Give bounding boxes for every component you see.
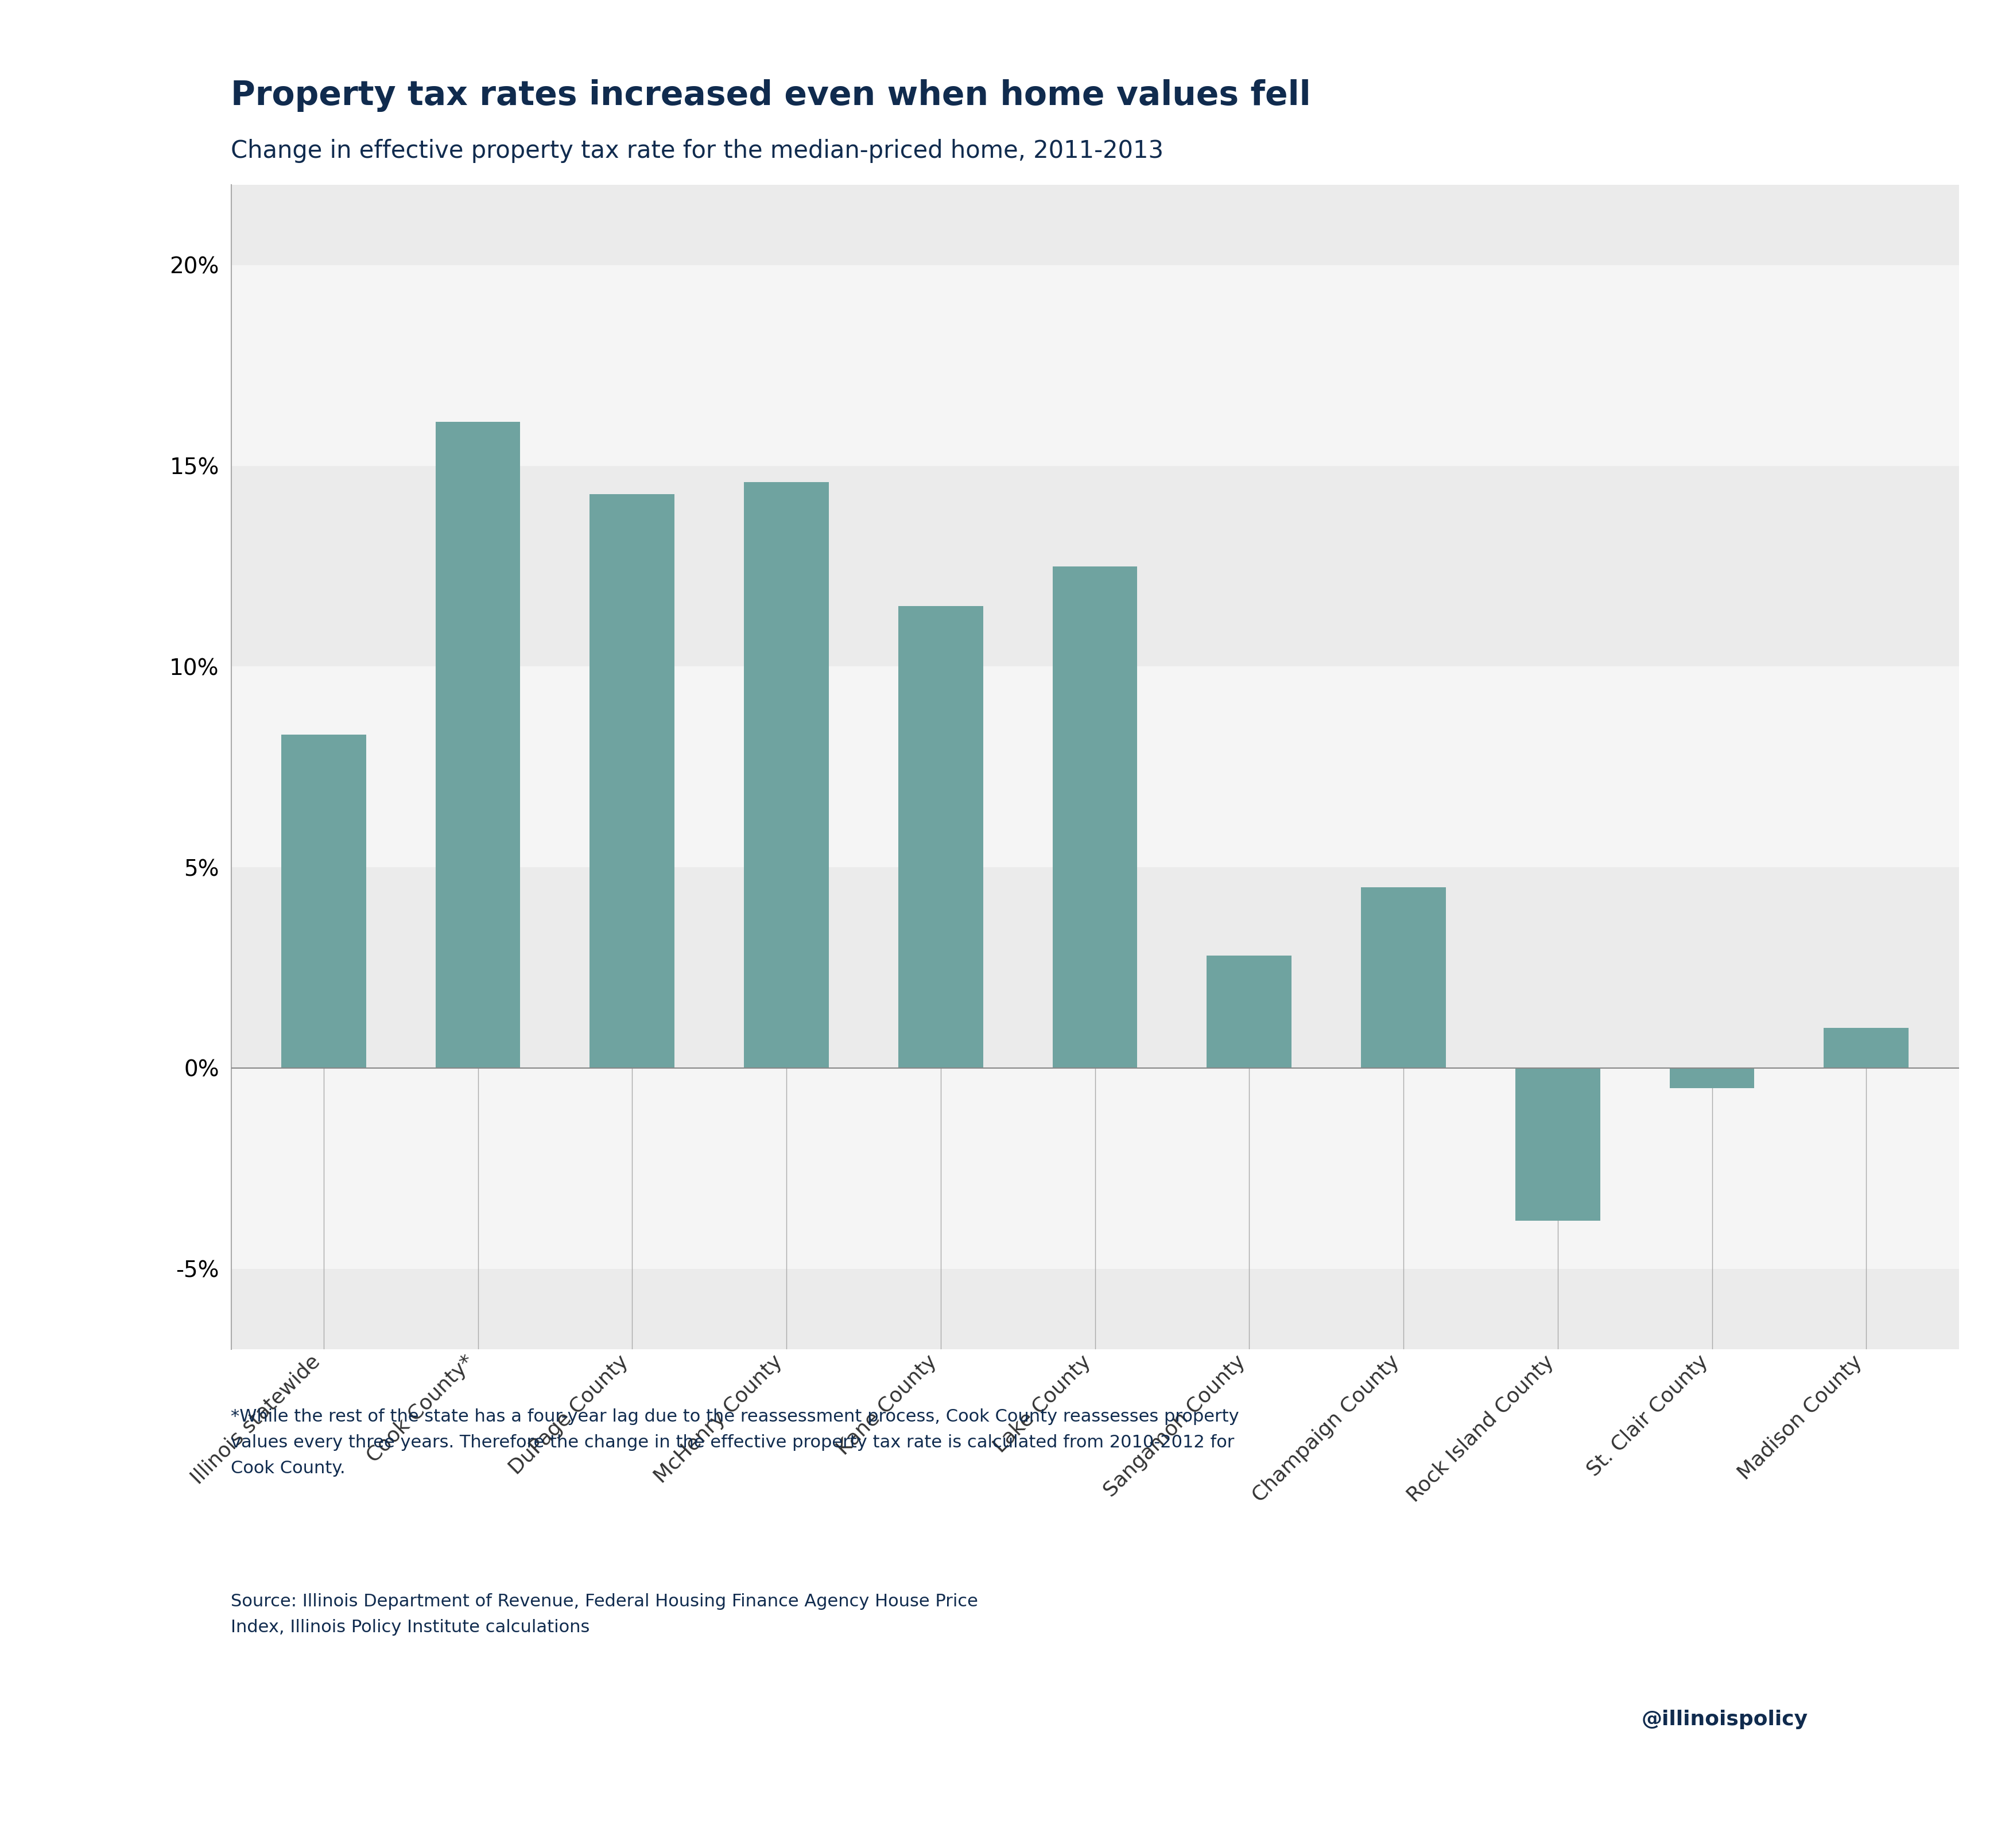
Text: Property tax rates increased even when home values fell: Property tax rates increased even when h… — [231, 79, 1312, 113]
Text: Source: Illinois Department of Revenue, Federal Housing Finance Agency House Pri: Source: Illinois Department of Revenue, … — [231, 1593, 978, 1635]
Bar — [1360, 887, 1446, 1068]
Bar — [1053, 565, 1137, 1068]
Bar — [281, 736, 366, 1068]
Text: @illinoispolicy: @illinoispolicy — [1641, 1709, 1808, 1730]
Bar — [1207, 955, 1292, 1068]
Bar — [1669, 1068, 1754, 1088]
Bar — [898, 606, 982, 1068]
Bar — [231, 1068, 1959, 1270]
Bar — [591, 493, 675, 1068]
Bar — [1824, 1027, 1909, 1068]
Bar — [231, 264, 1959, 466]
Text: Change in effective property tax rate for the median-priced home, 2011-2013: Change in effective property tax rate fo… — [231, 139, 1163, 163]
Text: *While the rest of the state has a four-year lag due to the reassessment process: *While the rest of the state has a four-… — [231, 1408, 1240, 1477]
Bar — [1515, 1068, 1599, 1220]
Bar — [436, 421, 520, 1068]
Bar — [743, 482, 830, 1068]
Bar — [231, 667, 1959, 867]
Bar — [231, 867, 1959, 1068]
Bar — [231, 185, 1959, 264]
Bar — [231, 1270, 1959, 1349]
Bar — [231, 466, 1959, 667]
